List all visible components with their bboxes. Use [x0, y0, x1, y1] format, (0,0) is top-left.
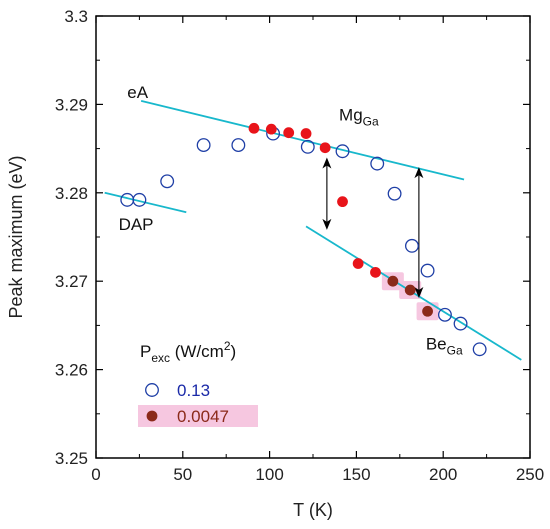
legend-title-sub: exc: [151, 351, 170, 365]
y-tick-label: 3.26: [55, 361, 88, 380]
data-point-filled: [370, 266, 381, 278]
data-point-open: [335, 144, 350, 159]
legend-title: Pexc (W/cm2): [140, 339, 236, 365]
x-tick-label: 250: [516, 465, 544, 484]
label-mg-sub: Ga: [363, 114, 379, 128]
legend-title-sup: 2: [224, 339, 231, 353]
x-axis-title: T (K): [293, 500, 333, 520]
y-tick-label: 3.25: [55, 449, 88, 468]
y-tick-label: 3.3: [64, 7, 88, 26]
arrow-head-up: [414, 167, 424, 179]
x-tick-label: 200: [429, 465, 457, 484]
data-point-open: [370, 156, 385, 171]
arrow-head-down: [322, 218, 332, 230]
data-point-filled: [422, 305, 433, 317]
double-arrows: [322, 157, 424, 298]
data-point-open: [472, 342, 487, 357]
label-dap: DAP: [119, 215, 154, 234]
data-point-filled: [283, 127, 295, 139]
label-be-sub: Ga: [447, 343, 463, 357]
data-point-filled: [265, 123, 277, 135]
legend-label: 0.13: [177, 381, 210, 400]
legend-marker-filled: [146, 410, 158, 422]
data-point-open: [420, 263, 435, 278]
data-point-open: [437, 307, 452, 322]
x-axis: 0 50 100 150 200 250: [91, 16, 544, 484]
data-point-open: [387, 186, 402, 201]
data-point-filled: [387, 275, 399, 287]
fit-lines: [104, 99, 522, 361]
data-point-open: [453, 316, 468, 331]
data-point-filled: [337, 196, 348, 208]
data-point-filled: [404, 284, 416, 296]
label-ea: eA: [127, 83, 148, 102]
data-point-open: [405, 238, 419, 253]
fit-line-ea: [140, 99, 465, 181]
x-tick-label: 150: [342, 465, 370, 484]
y-tick-label: 3.28: [55, 184, 88, 203]
data-points: [120, 122, 487, 357]
arrow-head-up: [322, 157, 332, 169]
data-point-filled: [300, 128, 312, 139]
arrow-head-down: [414, 286, 424, 298]
legend-title-end: ): [231, 342, 237, 361]
label-be-ga: BeGa: [426, 334, 463, 357]
legend-marker-open: [145, 383, 159, 397]
y-tick-label: 3.29: [55, 95, 88, 114]
legend: Pexc (W/cm2) 0.13 0.0047: [138, 339, 258, 427]
x-tick-label: 100: [255, 465, 283, 484]
legend-title-rest: (W/cm: [170, 342, 224, 361]
plot-frame: [95, 15, 531, 459]
label-mg-ga: MgGa: [339, 105, 379, 128]
legend-title-main: P: [140, 342, 151, 361]
data-point-open: [132, 192, 147, 207]
legend-label: 0.0047: [177, 407, 229, 426]
label-mg-main: Mg: [339, 105, 363, 124]
y-tick-label: 3.27: [55, 272, 88, 291]
x-tick-label: 50: [173, 465, 192, 484]
x-tick-label: 0: [91, 465, 100, 484]
data-point-filled: [319, 142, 331, 154]
data-point-open: [160, 174, 175, 189]
data-point-open: [231, 138, 246, 153]
data-point-filled: [352, 258, 364, 269]
label-be-main: Be: [426, 334, 447, 353]
y-axis-title: Peak maximum (eV): [6, 155, 26, 318]
legend-highlight: [138, 405, 258, 427]
y-axis: 3.25 3.26 3.27 3.28 3.29 3.3: [55, 7, 530, 468]
data-point-open: [300, 139, 315, 154]
data-point-open: [196, 138, 211, 153]
data-point-filled: [248, 122, 260, 134]
